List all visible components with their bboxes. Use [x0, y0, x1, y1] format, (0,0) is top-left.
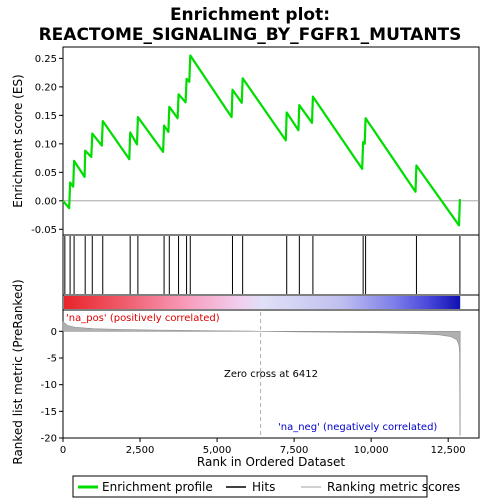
metric-y-tick-label: -20 [41, 434, 57, 445]
hits-group [64, 236, 461, 294]
x-axis-title: Rank in Ordered Dataset [197, 455, 345, 469]
metric-y-axis: 0 -5 -10 -15 -20 [41, 327, 63, 445]
chart-title-line2: REACTOME_SIGNALING_BY_FGFR1_MUTANTS [39, 25, 462, 45]
x-tick-label: 5,000 [203, 445, 232, 456]
heatmap-bar [64, 296, 461, 309]
es-y-tick-label: 0.10 [35, 139, 57, 150]
metric-y-tick-label: 0 [51, 327, 57, 338]
x-tick-label: 0 [60, 445, 66, 456]
heatmap-rect [64, 296, 461, 309]
x-tick-label: 7,500 [280, 445, 309, 456]
metric-y-tick-label: -15 [41, 407, 57, 418]
es-y-tick-label: -0.05 [31, 225, 57, 236]
es-y-tick-label: 0.15 [35, 111, 57, 122]
x-axis: 0 2,500 5,000 7,500 10,000 12,500 [60, 438, 466, 456]
metric-y-tick-label: -5 [47, 354, 57, 365]
x-tick-label: 2,500 [126, 445, 155, 456]
zero-cross-label: Zero cross at 6412 [224, 369, 318, 380]
metric-y-tick-label: -10 [41, 380, 57, 391]
legend-box [72, 475, 428, 498]
neg-label: 'na_neg' (negatively correlated) [278, 422, 437, 433]
es-y-tick-label: 0.25 [35, 54, 57, 65]
legend-hits-label: Hits [252, 480, 275, 494]
es-y-tick-label: 0.20 [35, 82, 57, 93]
x-tick-label: 10,000 [354, 445, 389, 456]
metric-area-group [62, 312, 461, 436]
x-tick-label: 12,500 [431, 445, 466, 456]
es-panel [62, 46, 480, 236]
legend: Enrichment profile Hits Ranking metric s… [72, 475, 460, 498]
metric-y-axis-title: Ranked list metric (PreRanked) [11, 279, 25, 464]
es-y-tick-label: 0.05 [35, 168, 57, 179]
es-y-axis-title: Enrichment score (ES) [11, 74, 25, 207]
legend-metric-label: Ranking metric scores [327, 480, 460, 494]
chart-title-line1: Enrichment plot: [170, 5, 330, 25]
es-y-tick-label: 0.00 [35, 196, 57, 207]
es-line-group [62, 54, 461, 227]
es-y-axis: -0.05 0.00 0.05 0.10 0.15 0.20 0.25 [31, 54, 63, 236]
hits-panel [62, 234, 480, 296]
ranking-metric-area [62, 321, 461, 436]
enrichment-profile-line [62, 54, 461, 227]
legend-es-label: Enrichment profile [102, 480, 213, 494]
pos-label: 'na_pos' (positively correlated) [66, 313, 220, 324]
